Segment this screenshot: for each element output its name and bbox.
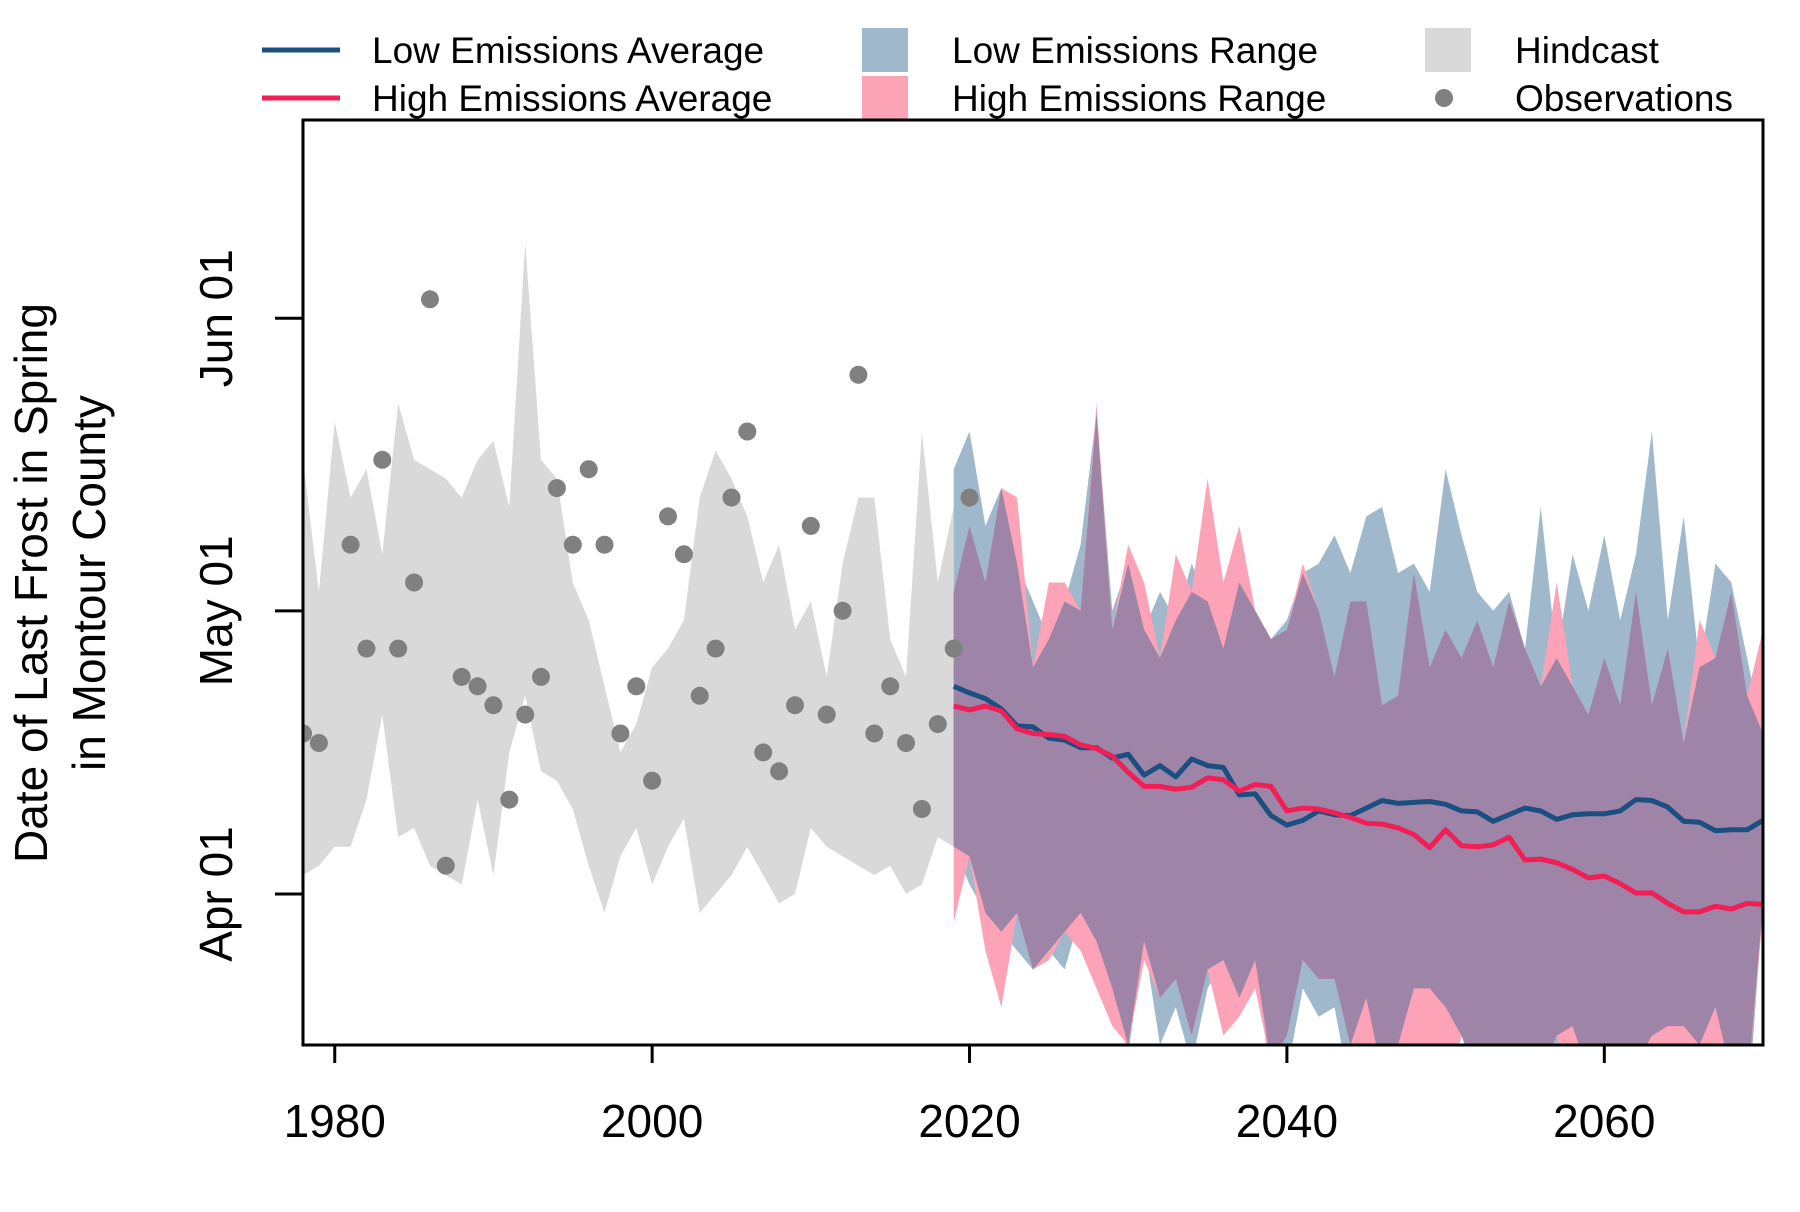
y-tick-label: May 01	[190, 535, 242, 686]
legend-box-swatch	[862, 28, 908, 72]
legend-entry-high-avg: High Emissions Average	[262, 78, 772, 119]
observation-point	[500, 790, 519, 809]
observation-point	[738, 422, 757, 441]
observation-point	[706, 639, 725, 658]
observation-point	[532, 667, 550, 686]
x-tick-label: 2040	[1236, 1095, 1338, 1147]
legend-entry-low-range: Low Emissions Range	[862, 28, 1318, 72]
observation-point	[357, 639, 376, 658]
observation-point	[833, 601, 852, 620]
legend-label: Low Emissions Range	[952, 30, 1318, 71]
observation-point	[786, 696, 804, 715]
observation-point	[516, 705, 535, 724]
observation-point	[484, 696, 503, 715]
emissions-range-layer	[953, 403, 1763, 1045]
observation-point	[659, 507, 677, 526]
hindcast-band	[303, 242, 954, 913]
observation-point	[579, 460, 598, 479]
observation-point	[389, 639, 408, 658]
observations-layer	[303, 290, 979, 875]
observation-point	[611, 724, 630, 743]
observation-point	[309, 734, 328, 752]
observation-point	[436, 856, 455, 875]
observation-point	[690, 686, 709, 705]
legend-label: Low Emissions Average	[372, 30, 764, 71]
legend-entry-low-avg: Low Emissions Average	[262, 30, 764, 71]
observation-point	[405, 573, 424, 592]
plot-area	[303, 242, 1763, 1045]
y-axis: Apr 01 May 01 Jun 01	[190, 249, 303, 962]
observation-point	[421, 290, 439, 309]
x-axis: 1980 2000 2020 2040 2060	[284, 1045, 1655, 1147]
observation-point	[452, 667, 471, 686]
observation-point	[801, 516, 820, 535]
observation-point	[468, 677, 487, 696]
x-tick-label: 2000	[601, 1095, 703, 1147]
observation-point	[960, 488, 979, 507]
observation-point	[563, 535, 582, 554]
y-axis-label-line-1: Date of Last Frost in Spring	[5, 303, 57, 863]
legend: Low Emissions Average High Emissions Aver…	[262, 28, 1733, 120]
legend-label: High Emissions Average	[372, 78, 772, 119]
observation-point	[303, 724, 312, 743]
observation-point	[674, 545, 693, 564]
y-tick-label: Jun 01	[190, 249, 242, 387]
legend-label: Hindcast	[1515, 30, 1660, 71]
legend-point-swatch	[1435, 89, 1453, 107]
observation-point	[912, 800, 931, 818]
observation-point	[722, 488, 741, 507]
observation-point	[817, 705, 836, 724]
plot-frame	[301, 118, 1765, 1047]
legend-entry-hindcast: Hindcast	[1425, 28, 1660, 72]
observation-point	[643, 771, 662, 790]
x-tick-label: 2060	[1553, 1095, 1655, 1147]
legend-entry-obs: Observations	[1435, 78, 1733, 119]
observation-point	[928, 715, 947, 734]
observation-point	[849, 365, 868, 384]
observation-point	[865, 724, 884, 743]
observation-point	[897, 734, 915, 752]
y-tick-label: Apr 01	[190, 826, 242, 962]
observation-point	[627, 677, 646, 696]
observation-point	[754, 743, 773, 762]
observation-point	[547, 479, 566, 498]
legend-entry-high-range: High Emissions Range	[862, 76, 1326, 120]
range-overlap-band	[953, 412, 1763, 1045]
high-emissions-average-line	[953, 703, 1763, 915]
emissions-average-layer	[952, 683, 1763, 915]
legend-box-swatch	[1425, 28, 1471, 72]
legend-label: High Emissions Range	[952, 78, 1326, 119]
observation-point	[341, 535, 360, 554]
legend-label: Observations	[1515, 78, 1733, 119]
observation-point	[595, 535, 614, 554]
x-tick-label: 2020	[918, 1095, 1020, 1147]
observation-point	[944, 639, 963, 658]
observation-point	[373, 450, 392, 469]
hindcast-band-layer	[303, 242, 954, 913]
x-tick-label: 1980	[284, 1095, 386, 1147]
observation-point	[770, 762, 789, 781]
observation-point	[881, 677, 900, 696]
y-axis-label-line-2: in Montour County	[63, 395, 115, 771]
legend-box-swatch	[862, 76, 908, 120]
